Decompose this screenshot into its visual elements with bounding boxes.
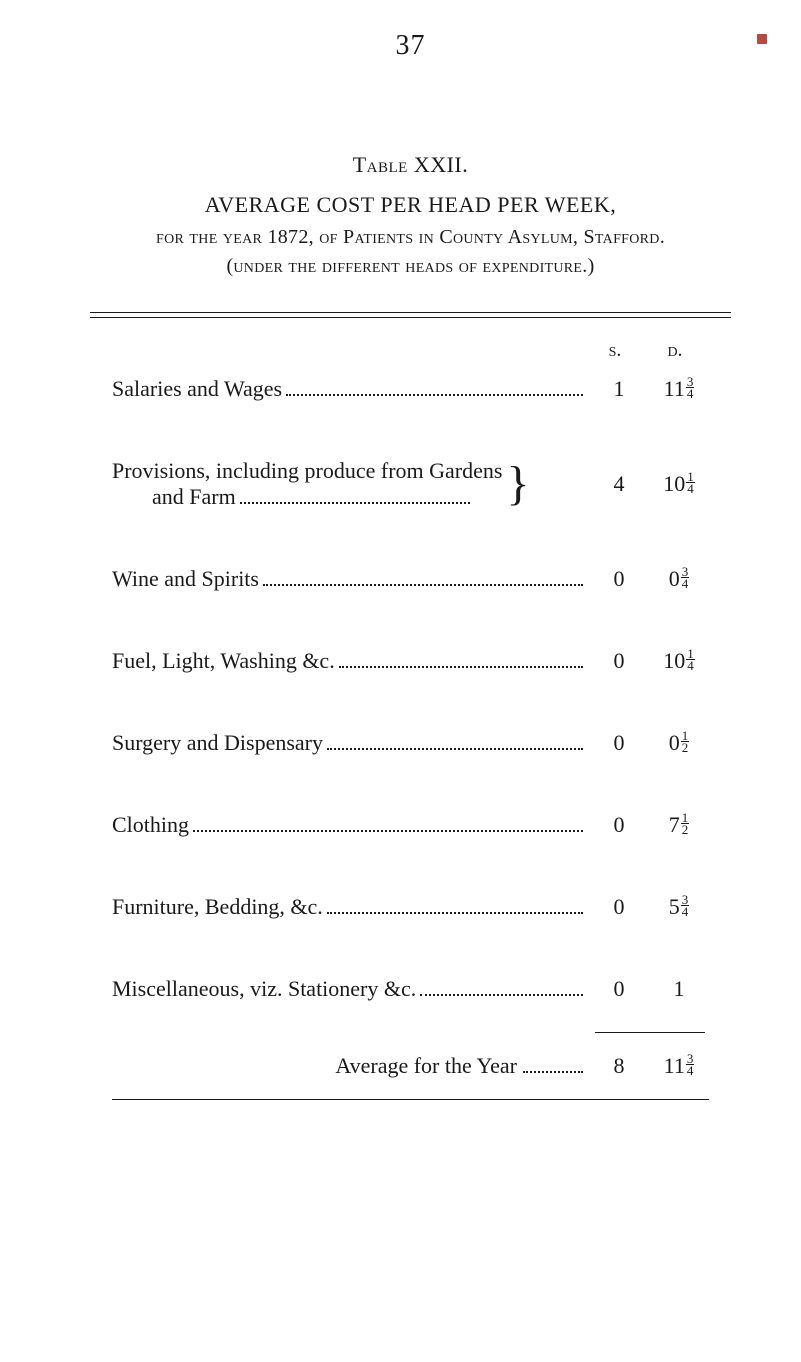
header-shillings: s. [585, 339, 645, 362]
bottom-rule [112, 1099, 709, 1100]
cell-pence: 1134 [649, 376, 709, 402]
cell-pence: 1134 [649, 1053, 709, 1079]
cell-shillings: 4 [589, 471, 649, 497]
cell-pence: 1014 [649, 471, 709, 497]
cell-pence: 712 [649, 812, 709, 838]
leader-dots [286, 394, 583, 396]
leader-dots [240, 502, 470, 504]
cell-pence: 012 [649, 730, 709, 756]
page-number: 37 [90, 30, 731, 62]
row-label: Miscellaneous, viz. Stationery &c. [112, 976, 416, 1002]
cell-shillings: 0 [589, 812, 649, 838]
row-label-top: Provisions, including produce from Garde… [112, 458, 502, 484]
row-label: Surgery and Dispensary [112, 730, 323, 756]
table-row: Furniture, Bedding, &c. 0 534 [112, 894, 709, 920]
cell-shillings: 8 [589, 1053, 649, 1079]
cell-shillings: 0 [589, 648, 649, 674]
brace-icon: } [506, 462, 529, 505]
cell-pence: 1 [649, 976, 709, 1002]
average-label: Average for the Year [335, 1053, 517, 1079]
cell-shillings: 0 [589, 976, 649, 1002]
cell-pence: 534 [649, 894, 709, 920]
title-main: AVERAGE COST PER HEAD PER WEEK, [90, 192, 731, 218]
table-row: Wine and Spirits 0 034 [112, 566, 709, 592]
table-frame: s. d. Salaries and Wages 1 1134 Provisio… [90, 312, 731, 1130]
cell-shillings: 1 [589, 376, 649, 402]
subtitle-line-1: for the year 1872, of Patients in County… [90, 226, 731, 249]
table-row: Salaries and Wages 1 1134 [112, 376, 709, 402]
row-label-bottom: and Farm [152, 484, 236, 510]
margin-mark [757, 34, 767, 44]
leader-dots [523, 1071, 583, 1073]
cell-shillings: 0 [589, 730, 649, 756]
table-label: Table XXII. [90, 152, 731, 178]
cell-shillings: 0 [589, 894, 649, 920]
table-row: Clothing 0 712 [112, 812, 709, 838]
table-row: Surgery and Dispensary 0 012 [112, 730, 709, 756]
header-pence: d. [645, 339, 705, 362]
row-label: Furniture, Bedding, &c. [112, 894, 323, 920]
table-row: Fuel, Light, Washing &c. 0 1014 [112, 648, 709, 674]
page: 37 Table XXII. AVERAGE COST PER HEAD PER… [0, 0, 801, 1362]
column-headers: s. d. [112, 339, 709, 362]
row-label: Fuel, Light, Washing &c. [112, 648, 335, 674]
leader-dots [327, 748, 583, 750]
leader-dots [263, 584, 583, 586]
leader-dots [193, 830, 583, 832]
cell-pence: 1014 [649, 648, 709, 674]
table-row: Miscellaneous, viz. Stationery &c. 0 1 [112, 976, 709, 1002]
cell-pence: 034 [649, 566, 709, 592]
row-label: Salaries and Wages [112, 376, 282, 402]
leader-dots [327, 912, 583, 914]
row-label: Clothing [112, 812, 189, 838]
table-row: Provisions, including produce from Garde… [112, 458, 709, 510]
row-label: Wine and Spirits [112, 566, 259, 592]
subtitle-line-2: (under the different heads of expenditur… [90, 255, 731, 278]
subtotal-rule [595, 1032, 705, 1033]
cell-shillings: 0 [589, 566, 649, 592]
average-row: Average for the Year 8 1134 [112, 1053, 709, 1079]
leader-dots [339, 666, 583, 668]
leader-dots [420, 994, 583, 996]
